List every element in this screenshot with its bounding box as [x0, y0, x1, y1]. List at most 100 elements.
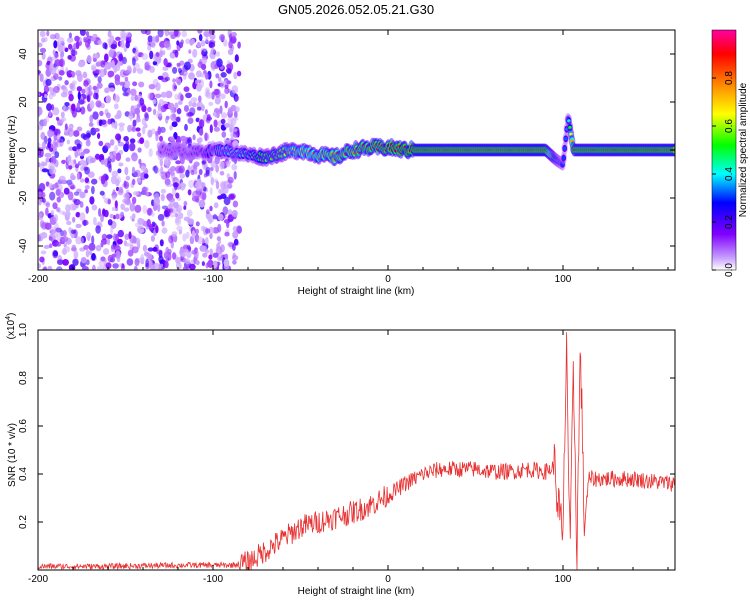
- noise-point: [133, 265, 138, 270]
- noise-point: [73, 159, 77, 165]
- noise-point: [209, 205, 213, 212]
- noise-point: [119, 125, 125, 132]
- noise-point: [183, 86, 190, 92]
- noise-point: [212, 112, 217, 117]
- noise-point: [185, 92, 192, 99]
- noise-point: [159, 263, 164, 268]
- noise-point: [107, 198, 111, 205]
- noise-point: [201, 63, 207, 71]
- noise-point: [148, 224, 154, 232]
- noise-point: [109, 139, 115, 146]
- noise-point: [236, 225, 243, 234]
- noise-point: [84, 177, 90, 184]
- noise-point: [180, 182, 184, 187]
- noise-point: [161, 128, 166, 133]
- noise-point: [220, 72, 227, 78]
- noise-point: [99, 68, 106, 78]
- noise-point: [218, 76, 222, 83]
- noise-point: [104, 53, 109, 62]
- noise-point: [72, 146, 78, 152]
- noise-point: [161, 227, 168, 234]
- noise-point: [201, 49, 205, 56]
- spectrogram-x-label: Height of straight line (km): [298, 286, 415, 297]
- noise-point: [92, 111, 99, 120]
- noise-point: [88, 250, 93, 256]
- noise-point: [74, 149, 78, 158]
- noise-point: [171, 231, 178, 237]
- noise-point: [45, 115, 50, 123]
- noise-point: [136, 177, 141, 183]
- noise-point: [155, 51, 160, 58]
- noise-point: [71, 80, 77, 85]
- noise-point: [221, 131, 227, 138]
- noise-point: [106, 234, 113, 240]
- noise-point: [53, 73, 59, 80]
- noise-point: [79, 178, 85, 183]
- noise-point: [137, 217, 144, 226]
- noise-point: [42, 197, 46, 203]
- noise-point: [187, 138, 192, 144]
- x-tick-label: 100: [555, 574, 572, 585]
- noise-point: [147, 45, 152, 51]
- noise-point: [152, 108, 157, 116]
- noise-point: [85, 40, 90, 48]
- spectrogram-x-axis: -200 -100 0 100: [28, 30, 669, 285]
- colorbar-label: Normalized spectral amplitude: [738, 82, 749, 217]
- noise-point: [180, 39, 184, 45]
- noise-point: [99, 190, 105, 196]
- noise-point: [169, 201, 174, 206]
- noise-point: [100, 119, 107, 125]
- noise-point: [63, 187, 70, 195]
- noise-point: [191, 250, 198, 255]
- noise-point: [226, 63, 232, 69]
- ridge-core: [561, 156, 566, 160]
- noise-point: [57, 43, 63, 53]
- noise-point: [219, 34, 226, 41]
- noise-point: [86, 55, 92, 64]
- noise-point: [41, 168, 49, 173]
- noise-point: [59, 118, 64, 124]
- noise-point: [204, 109, 208, 115]
- colorbar-tick-label: 0.0: [724, 263, 735, 277]
- noise-point: [118, 162, 124, 167]
- noise-point: [125, 242, 131, 247]
- noise-point: [38, 147, 42, 156]
- noise-point: [132, 57, 136, 66]
- noise-point: [210, 176, 214, 186]
- noise-point: [117, 229, 125, 238]
- noise-point: [232, 226, 238, 232]
- noise-point: [213, 126, 220, 132]
- colorbar-tick-label: 0.6: [724, 119, 735, 133]
- noise-point: [121, 33, 128, 38]
- noise-point: [199, 73, 207, 78]
- noise-point: [136, 132, 142, 138]
- noise-point: [116, 255, 121, 263]
- noise-point: [73, 191, 80, 196]
- noise-point: [94, 128, 100, 132]
- noise-point: [176, 78, 182, 86]
- noise-point: [185, 169, 190, 178]
- noise-point: [149, 50, 154, 60]
- snr-series: [38, 332, 675, 570]
- noise-point: [176, 204, 183, 213]
- noise-point: [65, 246, 71, 253]
- noise-point: [226, 80, 232, 85]
- noise-point: [134, 94, 138, 102]
- noise-point: [95, 225, 101, 234]
- noise-point: [183, 61, 191, 71]
- noise-point: [219, 244, 225, 253]
- noise-point: [69, 203, 75, 211]
- noise-point: [107, 219, 113, 226]
- noise-point: [174, 49, 179, 58]
- noise-point: [194, 169, 198, 175]
- noise-point: [102, 42, 107, 49]
- noise-point: [84, 185, 90, 190]
- noise-point: [95, 100, 102, 108]
- snr-multiplier: (x104): [5, 313, 17, 340]
- noise-point: [147, 92, 154, 101]
- noise-point: [109, 213, 114, 219]
- noise-point: [110, 244, 117, 250]
- noise-point: [188, 218, 195, 226]
- noise-point: [224, 231, 230, 237]
- noise-point: [132, 81, 138, 87]
